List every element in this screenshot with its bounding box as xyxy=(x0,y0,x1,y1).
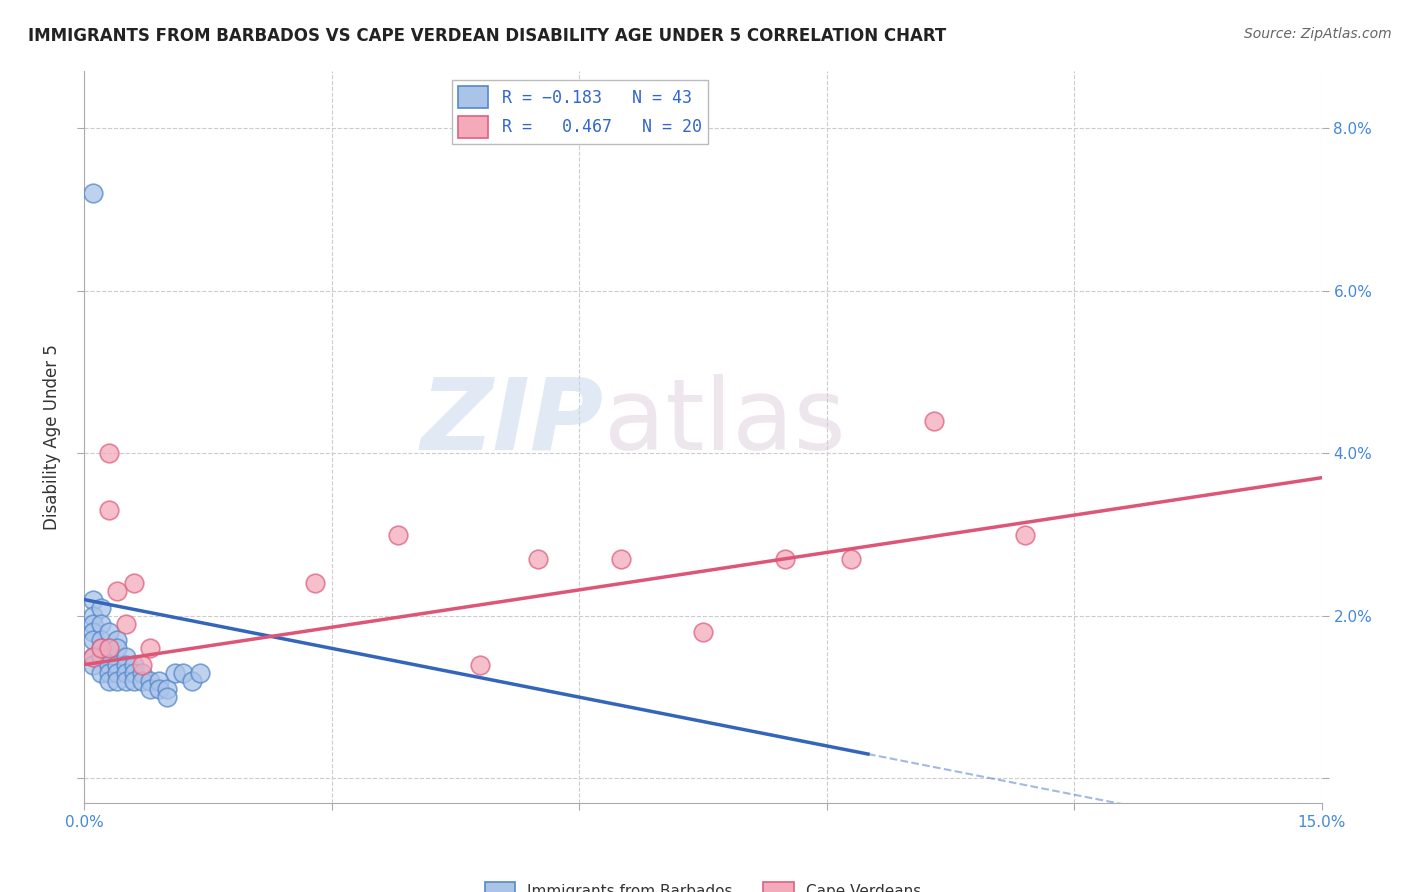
Point xyxy=(82,633,104,648)
Point xyxy=(90,600,112,615)
Point xyxy=(1014,527,1036,541)
Point xyxy=(131,657,153,672)
Point xyxy=(122,665,145,680)
Point xyxy=(105,665,128,680)
Point xyxy=(114,649,136,664)
Point xyxy=(527,552,550,566)
Point xyxy=(105,657,128,672)
Point xyxy=(98,657,121,672)
Point xyxy=(692,625,714,640)
Point xyxy=(82,592,104,607)
Point xyxy=(114,665,136,680)
Point xyxy=(90,641,112,656)
Point xyxy=(841,552,863,566)
Text: IMMIGRANTS FROM BARBADOS VS CAPE VERDEAN DISABILITY AGE UNDER 5 CORRELATION CHAR: IMMIGRANTS FROM BARBADOS VS CAPE VERDEAN… xyxy=(28,27,946,45)
Point xyxy=(122,576,145,591)
Point xyxy=(98,641,121,656)
Point xyxy=(98,503,121,517)
Point xyxy=(131,673,153,688)
Point xyxy=(82,649,104,664)
Point xyxy=(122,657,145,672)
Point xyxy=(98,641,121,656)
Point xyxy=(105,584,128,599)
Point xyxy=(188,665,211,680)
Point xyxy=(98,665,121,680)
Point xyxy=(172,665,194,680)
Point xyxy=(470,657,492,672)
Point xyxy=(122,673,145,688)
Point xyxy=(775,552,797,566)
Point xyxy=(114,617,136,632)
Point xyxy=(131,665,153,680)
Text: ZIP: ZIP xyxy=(420,374,605,471)
Point xyxy=(90,649,112,664)
Point xyxy=(82,186,104,201)
Point xyxy=(82,608,104,623)
Text: atlas: atlas xyxy=(605,374,845,471)
Point xyxy=(82,657,104,672)
Y-axis label: Disability Age Under 5: Disability Age Under 5 xyxy=(44,344,62,530)
Point xyxy=(90,633,112,648)
Point xyxy=(82,649,104,664)
Text: Source: ZipAtlas.com: Source: ZipAtlas.com xyxy=(1244,27,1392,41)
Point xyxy=(98,649,121,664)
Point xyxy=(304,576,326,591)
Point xyxy=(105,673,128,688)
Point xyxy=(609,552,631,566)
Point xyxy=(922,414,945,428)
Point xyxy=(105,633,128,648)
Point xyxy=(139,681,162,696)
Point xyxy=(139,673,162,688)
Point xyxy=(114,657,136,672)
Point xyxy=(148,673,170,688)
Point xyxy=(82,617,104,632)
Point xyxy=(98,446,121,460)
Point xyxy=(82,625,104,640)
Point xyxy=(148,681,170,696)
Point xyxy=(165,665,187,680)
Point xyxy=(98,625,121,640)
Point xyxy=(156,690,179,705)
Point xyxy=(387,527,409,541)
Point xyxy=(156,681,179,696)
Point xyxy=(90,641,112,656)
Legend: Immigrants from Barbados, Cape Verdeans: Immigrants from Barbados, Cape Verdeans xyxy=(478,876,928,892)
Point xyxy=(180,673,202,688)
Point xyxy=(114,673,136,688)
Point xyxy=(90,617,112,632)
Point xyxy=(90,665,112,680)
Point xyxy=(98,673,121,688)
Point xyxy=(139,641,162,656)
Point xyxy=(105,641,128,656)
